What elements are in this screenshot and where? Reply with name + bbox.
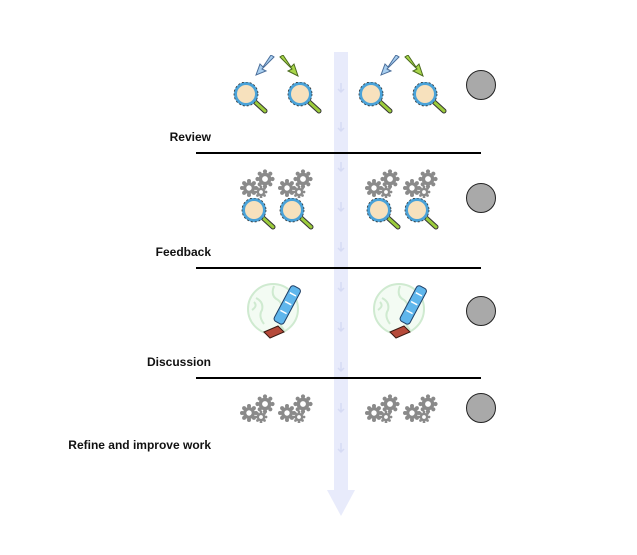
magnifier-icon — [357, 81, 395, 119]
arrow-down-right-icon — [403, 54, 425, 84]
gears-icon — [240, 168, 276, 203]
timeline-tick — [337, 362, 345, 373]
magnifier-icon — [232, 81, 270, 119]
globe-pen-icon — [370, 280, 432, 347]
gears-icon — [240, 393, 276, 428]
timeline-tick — [337, 202, 345, 213]
timeline-tick — [337, 242, 345, 253]
magnifier-icon — [286, 81, 324, 119]
divider-line — [196, 377, 481, 379]
gears-icon — [403, 168, 439, 203]
timeline-tick — [337, 322, 345, 333]
arrow-down-right-icon — [278, 54, 300, 84]
stage-label-review: Review — [169, 130, 211, 144]
status-circle — [466, 70, 496, 100]
status-circle — [466, 183, 496, 213]
magnifier-icon — [403, 197, 441, 235]
magnifier-icon — [240, 197, 278, 235]
gears-icon — [278, 168, 314, 203]
timeline-tick — [337, 162, 345, 173]
magnifier-icon — [278, 197, 316, 235]
arrow-down-left-icon — [379, 54, 401, 82]
timeline-tick — [337, 83, 345, 94]
stage-label-discussion: Discussion — [146, 355, 211, 369]
timeline-tick — [337, 122, 345, 133]
gears-icon — [403, 393, 439, 428]
stage-label-feedback: Feedback — [155, 245, 211, 259]
timeline-tick — [337, 403, 345, 414]
timeline-tick — [337, 282, 345, 293]
gears-icon — [365, 168, 401, 203]
divider-line — [196, 267, 481, 269]
status-circle — [466, 296, 496, 326]
timeline-tick — [337, 443, 345, 454]
gears-icon — [278, 393, 314, 428]
arrow-down-left-icon — [254, 54, 276, 82]
divider-line — [196, 152, 481, 154]
gears-icon — [365, 393, 401, 428]
status-circle — [466, 393, 496, 423]
magnifier-icon — [365, 197, 403, 235]
stage-label-refine: Refine and improve work — [68, 438, 211, 452]
magnifier-icon — [411, 81, 449, 119]
globe-pen-icon — [244, 280, 306, 347]
